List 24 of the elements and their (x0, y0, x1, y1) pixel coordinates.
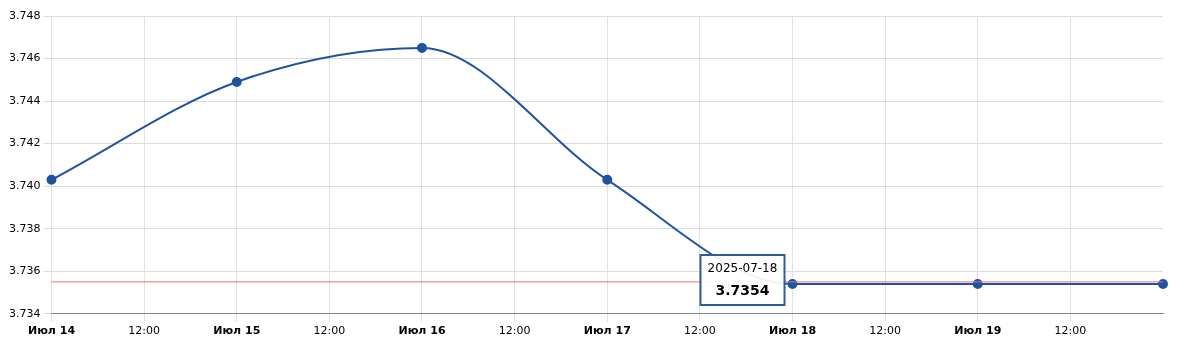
annotation: 2025-07-18 3.7354 (707, 261, 778, 298)
x-tick-label: Июл 14 (27, 324, 76, 338)
point (602, 174, 613, 185)
x-tick-label: Июл 17 (583, 324, 631, 338)
x-tick-label: 12:00 (313, 324, 346, 338)
x-tick-label: 12:00 (498, 324, 531, 338)
x-tick-label: Июл 16 (398, 324, 446, 338)
y-tick-label: 3.740 (8, 179, 41, 193)
x-tick-label: Июл 15 (213, 324, 261, 338)
x-tick-label: Июл 19 (954, 324, 1002, 338)
y-tick-label: 3.734 (8, 306, 41, 320)
x-tick-label: Июл 18 (768, 324, 817, 338)
x-tick-label: 12:00 (869, 324, 901, 338)
x-tick-label: 12:00 (1054, 324, 1087, 338)
x-tick-label: 12:00 (128, 324, 160, 338)
y-tick-label: 3.736 (8, 264, 41, 278)
y-tick-label: 3.748 (8, 8, 41, 22)
y-tick-label: 3.742 (8, 136, 41, 150)
point (416, 42, 427, 53)
y-tick-label: 3.738 (8, 221, 41, 235)
y-tick-label: 3.746 (8, 51, 41, 65)
point (231, 76, 242, 87)
y-tick-label: 3.744 (8, 93, 41, 107)
x-tick-label: 12:00 (684, 324, 716, 338)
